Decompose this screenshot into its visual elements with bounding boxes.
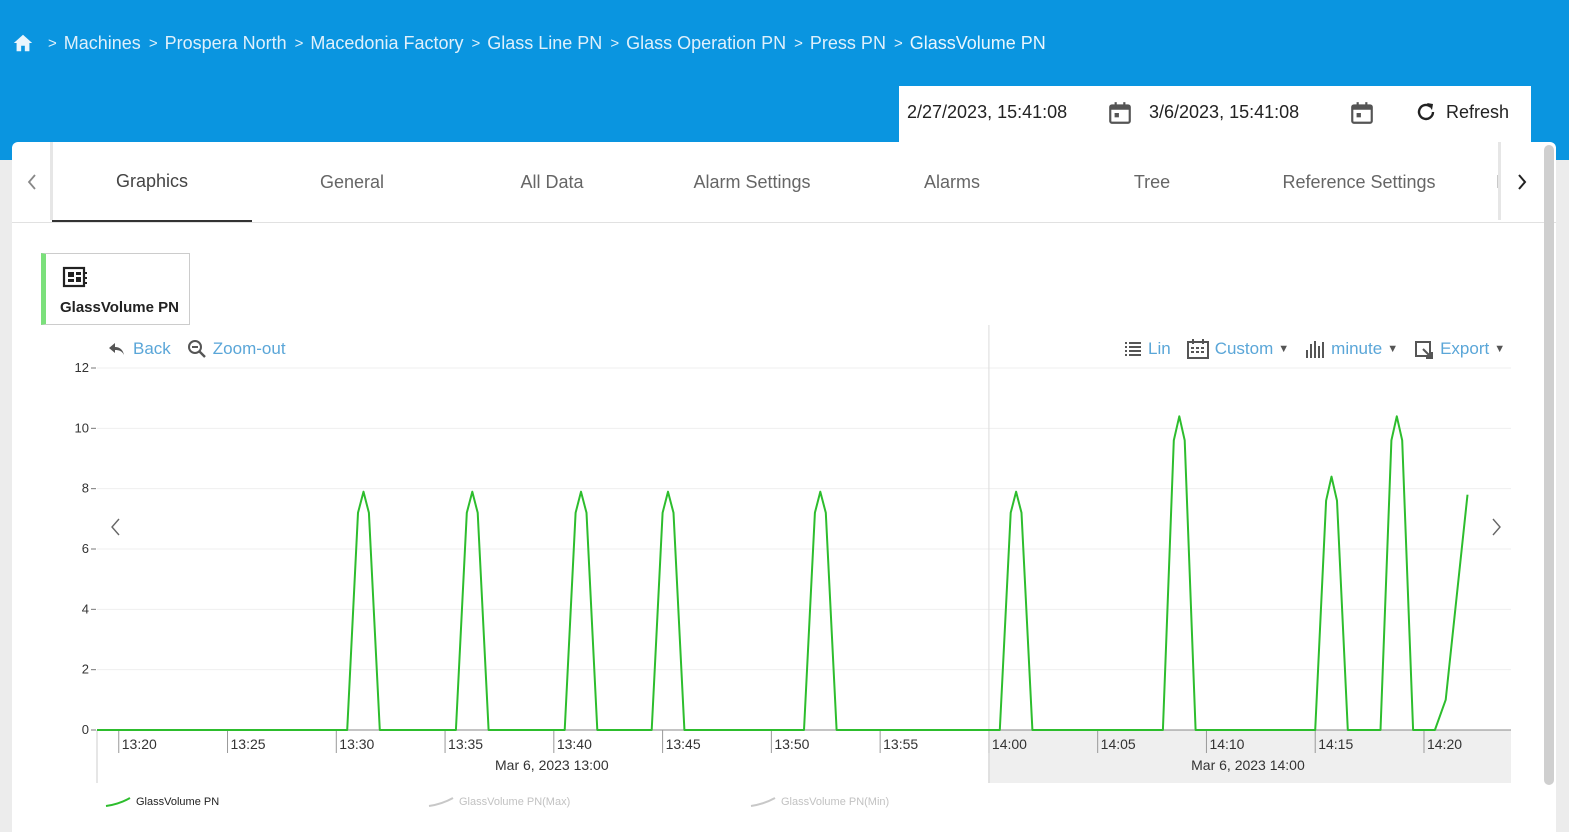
start-date-field[interactable]: 2/27/2023, 15:41:08 — [907, 102, 1068, 122]
legend-item-min[interactable]: GlassVolume PN(Min) — [750, 796, 889, 808]
breadcrumb-press[interactable]: Press PN — [809, 32, 886, 53]
zoom-out-icon — [187, 340, 206, 358]
legend-label: GlassVolume PN(Max) — [459, 796, 571, 808]
calendar-icon[interactable] — [1349, 100, 1375, 126]
tab-graphics[interactable]: Graphics — [52, 142, 252, 222]
legend-item-series[interactable]: GlassVolume PN — [105, 796, 219, 808]
bar-chart-icon — [1306, 341, 1325, 358]
range-dropdown[interactable]: Custom ▼ — [1186, 339, 1290, 359]
breadcrumb-separator: > — [48, 34, 57, 52]
breadcrumb-glassvolume[interactable]: GlassVolume PN — [909, 32, 1046, 53]
vertical-scrollbar[interactable] — [1544, 145, 1554, 785]
caret-down-icon: ▼ — [1278, 343, 1290, 355]
breadcrumb-separator: > — [610, 34, 620, 52]
legend-label: GlassVolume PN — [136, 796, 220, 808]
chart-pan-left[interactable] — [104, 507, 128, 547]
chart-pan-right[interactable] — [1484, 507, 1508, 547]
export-dropdown[interactable]: Export ▼ — [1414, 339, 1505, 359]
zoom-out-label: Zoom-out — [212, 339, 286, 358]
calendar-icon[interactable] — [1107, 100, 1133, 126]
tab-divider — [50, 142, 53, 220]
home-icon[interactable] — [12, 32, 34, 54]
chevron-left-icon — [27, 174, 36, 190]
end-date-field[interactable]: 3/6/2023, 15:41:08 — [1149, 102, 1300, 122]
breadcrumb-machines[interactable]: Machines — [63, 32, 141, 53]
tab-tree[interactable]: Tree — [1133, 171, 1171, 192]
export-icon — [1415, 341, 1434, 359]
zoom-out-button[interactable]: Zoom-out — [187, 339, 286, 359]
breadcrumb: > Machines > Prospera North > Macedonia … — [12, 30, 1046, 56]
tab-all-data[interactable]: All Data — [520, 171, 584, 192]
scale-label: Lin — [1148, 339, 1171, 358]
tab-divider — [1498, 142, 1501, 220]
scale-toggle[interactable]: Lin — [1124, 339, 1171, 359]
back-button[interactable]: Back — [107, 339, 171, 359]
list-icon — [1125, 342, 1141, 356]
series-card-label: GlassVolume PN — [60, 299, 179, 316]
interval-label: minute — [1331, 339, 1383, 358]
range-label: Custom — [1214, 339, 1274, 358]
tab-alarms[interactable]: Alarms — [923, 171, 980, 192]
calendar-grid-icon — [1186, 339, 1209, 359]
tab-scroll-right[interactable] — [1502, 164, 1542, 200]
date-range-bar: 2/27/2023, 15:41:08 3/6/2023, 15:41:08 R… — [899, 86, 1531, 142]
refresh-icon — [1417, 103, 1435, 121]
legend-line-icon — [750, 797, 776, 807]
breadcrumb-separator: > — [148, 34, 158, 52]
tab-alarm-settings[interactable]: Alarm Settings — [693, 171, 811, 192]
breadcrumb-separator: > — [294, 34, 304, 52]
legend-label: GlassVolume PN(Min) — [781, 796, 890, 808]
interval-dropdown[interactable]: minute ▼ — [1305, 339, 1398, 359]
tab-reference-settings[interactable]: Reference Settings — [1282, 171, 1436, 192]
back-label: Back — [133, 339, 171, 358]
breadcrumb-separator: > — [471, 34, 481, 52]
legend-line-icon — [428, 797, 454, 807]
caret-down-icon: ▼ — [1387, 343, 1399, 355]
refresh-button[interactable]: Refresh — [1414, 100, 1509, 124]
breadcrumb-glass-line[interactable]: Glass Line PN — [487, 32, 603, 53]
dashboard-icon — [62, 266, 87, 288]
chevron-right-icon — [1518, 174, 1527, 190]
export-label: Export — [1440, 339, 1490, 358]
breadcrumb-prospera-north[interactable]: Prospera North — [164, 32, 287, 53]
breadcrumb-macedonia-factory[interactable]: Macedonia Factory — [310, 32, 464, 53]
tab-general[interactable]: General — [319, 171, 385, 192]
tab-scroll-left[interactable] — [12, 164, 52, 200]
caret-down-icon: ▼ — [1494, 343, 1506, 355]
series-card[interactable]: GlassVolume PN — [41, 253, 190, 325]
undo-icon — [109, 343, 124, 355]
chevron-right-icon — [1492, 518, 1501, 536]
chevron-left-icon — [111, 518, 120, 536]
legend-line-icon — [105, 797, 131, 807]
chart-toolbar-left: Back Zoom-out — [107, 336, 302, 362]
refresh-label: Refresh — [1446, 101, 1510, 122]
legend-item-max[interactable]: GlassVolume PN(Max) — [428, 796, 570, 808]
main-card: Graphics General All Data Alarm Settings… — [12, 142, 1556, 832]
breadcrumb-separator: > — [794, 34, 803, 52]
breadcrumb-glass-operation[interactable]: Glass Operation PN — [626, 32, 787, 53]
tab-bar: Graphics General All Data Alarm Settings… — [12, 142, 1556, 223]
chart-toolbar-right: Lin Custom ▼ minute ▼ Export ▼ — [1124, 336, 1521, 362]
breadcrumb-separator: > — [893, 34, 903, 52]
